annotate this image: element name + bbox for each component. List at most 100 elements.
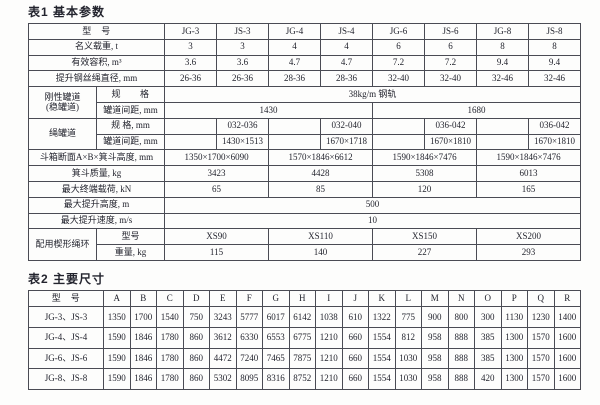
param-value-cell: 500 xyxy=(164,196,582,214)
rope-ring-model-cell: XS110 xyxy=(268,228,374,246)
rope-guide-spacing-cell: 1670×1810 xyxy=(424,133,478,151)
param-value-cell: 6 xyxy=(424,38,478,56)
rigid-guide-spacing-label: 罐道间距, mm xyxy=(95,101,166,119)
table-row: JG-3、JS-3 1350 1700 1540 750 3243 5777 6… xyxy=(28,306,581,329)
dim-column-header: B xyxy=(129,289,157,308)
param-value-cell: 1590×1846×7476 xyxy=(476,149,582,167)
dim-cell: 1210 xyxy=(315,327,343,349)
rope-ring-model-cell: XS200 xyxy=(476,228,582,246)
rope-guide-spec-cell: 032-036 xyxy=(216,117,270,135)
dim-cell: 6553 xyxy=(262,327,290,349)
dim-cell: 860 xyxy=(182,347,210,370)
param-label: 名义载重, t xyxy=(27,38,166,56)
dim-cell: 4472 xyxy=(209,347,237,370)
param-value-cell: 4428 xyxy=(268,165,374,182)
table-row: 最大终端载荷, kN 65 85 120 165 xyxy=(27,180,582,198)
param-label: 提升钢丝绳直径, mm xyxy=(27,70,166,88)
dim-cell: 660 xyxy=(341,347,369,370)
dim-column-header: N xyxy=(447,289,475,308)
dim-column-header: Q xyxy=(527,289,555,308)
dim-cell: 1300 xyxy=(500,347,528,370)
model-header-cell: JG-6 xyxy=(372,23,426,40)
param-value-cell: 32-46 xyxy=(528,70,582,88)
table-row: 提升钢丝绳直径, mm 26-36 26-36 28-36 28-36 32-4… xyxy=(27,70,582,88)
dim-cell: 1600 xyxy=(553,368,581,390)
dim-cell: 1554 xyxy=(368,347,396,370)
param-value-cell: 6 xyxy=(372,38,426,56)
document-page: 表1 基本参数 型 号 JG-3 JS-3 JG-4 JS-4 JG-6 JS-… xyxy=(27,5,582,390)
table-row: 最大提升高度, m 500 xyxy=(27,196,582,214)
rope-ring-weight-cell: 293 xyxy=(476,244,582,261)
dim-cell: 1590 xyxy=(103,347,131,370)
param-value-cell: 4 xyxy=(320,38,374,56)
dim-cell: 1846 xyxy=(129,368,157,390)
dim-cell: 1846 xyxy=(129,347,157,370)
model-header-cell: JS-8 xyxy=(528,23,582,40)
rope-ring-model-cell: XS90 xyxy=(164,228,270,246)
dim-cell: 7875 xyxy=(288,347,316,370)
param-label: 有效容积, m³ xyxy=(27,54,166,72)
param-label: 最大提升高度, m xyxy=(27,196,166,214)
param-value-cell: 120 xyxy=(372,180,478,198)
dim-cell: 1350 xyxy=(103,306,131,329)
dim-cell: 1210 xyxy=(315,368,343,390)
dim-cell: 1780 xyxy=(156,327,184,349)
dim-cell: 660 xyxy=(341,368,369,390)
param-value-cell: 8 xyxy=(476,38,530,56)
dim-cell: 1300 xyxy=(500,327,528,349)
param-value-cell: 65 xyxy=(164,180,270,198)
dim-cell: 775 xyxy=(394,306,422,329)
dim-column-header: D xyxy=(182,289,210,308)
dim-column-header: F xyxy=(235,289,263,308)
table2-main-dimensions: 型 号 A B C D E F G H I J K L M N O P Q R … xyxy=(28,289,581,390)
param-value-cell: 3423 xyxy=(164,165,270,182)
param-value-cell: 3.6 xyxy=(216,54,270,72)
dim-cell: 750 xyxy=(182,306,210,329)
dim-cell: 660 xyxy=(341,327,369,349)
model-row-label: JG-4、JS-4 xyxy=(28,327,104,349)
param-value-cell: 7.2 xyxy=(424,54,478,72)
param-label: 箕斗质量, kg xyxy=(27,165,166,182)
rope-ring-weight-cell: 227 xyxy=(372,244,478,261)
dim-cell: 7465 xyxy=(262,347,290,370)
dim-cell: 1030 xyxy=(394,368,422,390)
dim-column-header: H xyxy=(288,289,316,308)
model-header-cell: JS-4 xyxy=(320,23,374,40)
rope-guide-spacing-cell xyxy=(372,133,426,151)
dim-cell: 1846 xyxy=(129,327,157,349)
rigid-guide-spacing-value: 1430 xyxy=(164,101,374,119)
rope-guide-spec-label: 规 格, mm xyxy=(95,117,166,135)
model-row-label: JG-8、JS-8 xyxy=(28,368,104,390)
dim-cell: 1590 xyxy=(103,327,131,349)
rope-guide-spec-cell: 032-040 xyxy=(320,117,374,135)
dim-cell: 860 xyxy=(182,368,210,390)
param-value-cell: 1590×1846×7476 xyxy=(372,149,478,167)
dim-cell: 1230 xyxy=(527,306,555,329)
dim-cell: 7240 xyxy=(235,347,263,370)
param-value-cell: 3 xyxy=(164,38,218,56)
dim-column-header: G xyxy=(262,289,290,308)
dim-cell: 888 xyxy=(447,368,475,390)
dim-cell: 6330 xyxy=(235,327,263,349)
table-row: 有效容积, m³ 3.6 3.6 4.7 4.7 7.2 7.2 9.4 9.4 xyxy=(27,54,582,72)
model-row-label: JG-6、JS-6 xyxy=(28,347,104,370)
dim-cell: 6775 xyxy=(288,327,316,349)
param-label: 斗箱断面A×B×箕斗高度, mm xyxy=(27,149,166,167)
table-row: 罐道间距, mm 1430 1680 xyxy=(29,101,582,119)
rope-ring-weight-cell: 115 xyxy=(164,244,270,261)
table-row: 配用楔形绳环 型号 XS90 XS110 XS150 XS200 xyxy=(28,228,582,261)
dim-column-header: M xyxy=(421,289,449,308)
param-value-cell: 26-36 xyxy=(216,70,270,88)
dim-cell: 1570 xyxy=(527,327,555,349)
dim-cell: 1540 xyxy=(156,306,184,329)
param-value-cell: 4.7 xyxy=(268,54,322,72)
rope-guide-spec-cell xyxy=(372,117,426,135)
dim-cell: 1554 xyxy=(368,327,396,349)
dim-cell: 5777 xyxy=(235,306,263,329)
param-value-cell: 3.6 xyxy=(164,54,218,72)
rope-ring-weight-cell: 140 xyxy=(268,244,374,261)
param-value-cell: 32-40 xyxy=(424,70,478,88)
dim-cell: 610 xyxy=(341,306,369,329)
dim-cell: 860 xyxy=(182,327,210,349)
table1-title: 表1 基本参数 xyxy=(28,5,106,19)
